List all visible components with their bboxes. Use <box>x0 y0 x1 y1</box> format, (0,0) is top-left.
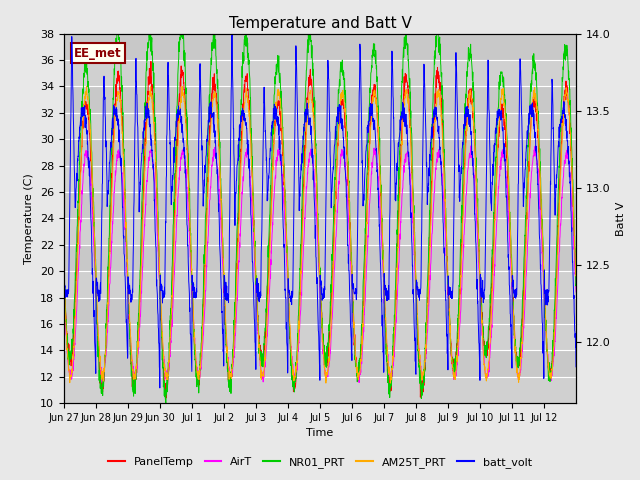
batt_volt <box>156 385 164 391</box>
Bar <box>64 139 576 166</box>
PanelTemp <box>162 396 170 401</box>
AM25T_PRT <box>503 144 511 150</box>
X-axis label: Time: Time <box>307 429 333 438</box>
NR01_PRT <box>565 77 573 83</box>
batt_volt <box>60 280 68 286</box>
AM25T_PRT <box>351 335 358 340</box>
batt_volt <box>503 212 511 218</box>
AM25T_PRT <box>83 84 90 89</box>
AirT <box>572 289 580 295</box>
PanelTemp <box>503 158 511 164</box>
PanelTemp <box>147 59 155 64</box>
NR01_PRT <box>162 400 170 406</box>
Line: AM25T_PRT: AM25T_PRT <box>64 86 576 383</box>
AM25T_PRT <box>222 321 230 327</box>
AM25T_PRT <box>565 108 573 113</box>
AirT <box>222 328 230 334</box>
batt_volt <box>111 108 119 114</box>
Bar <box>64 245 576 271</box>
NR01_PRT <box>351 342 358 348</box>
AirT <box>98 379 106 385</box>
Y-axis label: Temperature (C): Temperature (C) <box>24 173 35 264</box>
NR01_PRT <box>503 135 511 141</box>
AirT <box>60 291 68 297</box>
NR01_PRT <box>111 55 119 61</box>
AirT <box>351 343 358 349</box>
PanelTemp <box>474 225 482 231</box>
NR01_PRT <box>572 281 580 287</box>
AM25T_PRT <box>111 114 119 120</box>
NR01_PRT <box>222 342 230 348</box>
Text: EE_met: EE_met <box>74 47 122 60</box>
Bar <box>64 166 576 192</box>
NR01_PRT <box>60 274 68 279</box>
AM25T_PRT <box>572 273 580 278</box>
Bar <box>64 192 576 218</box>
Bar <box>64 271 576 298</box>
PanelTemp <box>565 111 573 117</box>
batt_volt <box>474 319 482 324</box>
Line: PanelTemp: PanelTemp <box>64 61 576 398</box>
AM25T_PRT <box>474 229 482 235</box>
batt_volt <box>228 32 236 37</box>
Line: AirT: AirT <box>64 146 576 382</box>
Bar <box>64 60 576 86</box>
Legend: PanelTemp, AirT, NR01_PRT, AM25T_PRT, batt_volt: PanelTemp, AirT, NR01_PRT, AM25T_PRT, ba… <box>104 452 536 472</box>
batt_volt <box>572 364 580 370</box>
Bar <box>64 34 576 60</box>
AM25T_PRT <box>60 272 68 277</box>
Bar <box>64 86 576 113</box>
batt_volt <box>351 290 358 296</box>
Line: NR01_PRT: NR01_PRT <box>64 34 576 403</box>
AM25T_PRT <box>387 380 394 386</box>
Bar <box>64 324 576 350</box>
batt_volt <box>565 159 573 165</box>
NR01_PRT <box>113 31 121 36</box>
Y-axis label: Batt V: Batt V <box>616 201 626 236</box>
Line: batt_volt: batt_volt <box>64 35 576 388</box>
Bar <box>64 113 576 139</box>
PanelTemp <box>111 102 119 108</box>
NR01_PRT <box>474 222 482 228</box>
Title: Temperature and Batt V: Temperature and Batt V <box>228 16 412 31</box>
AirT <box>503 182 511 188</box>
PanelTemp <box>222 338 230 344</box>
PanelTemp <box>572 278 580 284</box>
Bar <box>64 218 576 245</box>
batt_volt <box>222 279 230 285</box>
AirT <box>111 168 119 174</box>
AirT <box>565 161 573 167</box>
Bar <box>64 377 576 403</box>
PanelTemp <box>60 276 68 282</box>
PanelTemp <box>351 332 358 337</box>
AirT <box>467 143 475 149</box>
Bar <box>64 350 576 377</box>
Bar <box>64 298 576 324</box>
AirT <box>474 252 482 258</box>
